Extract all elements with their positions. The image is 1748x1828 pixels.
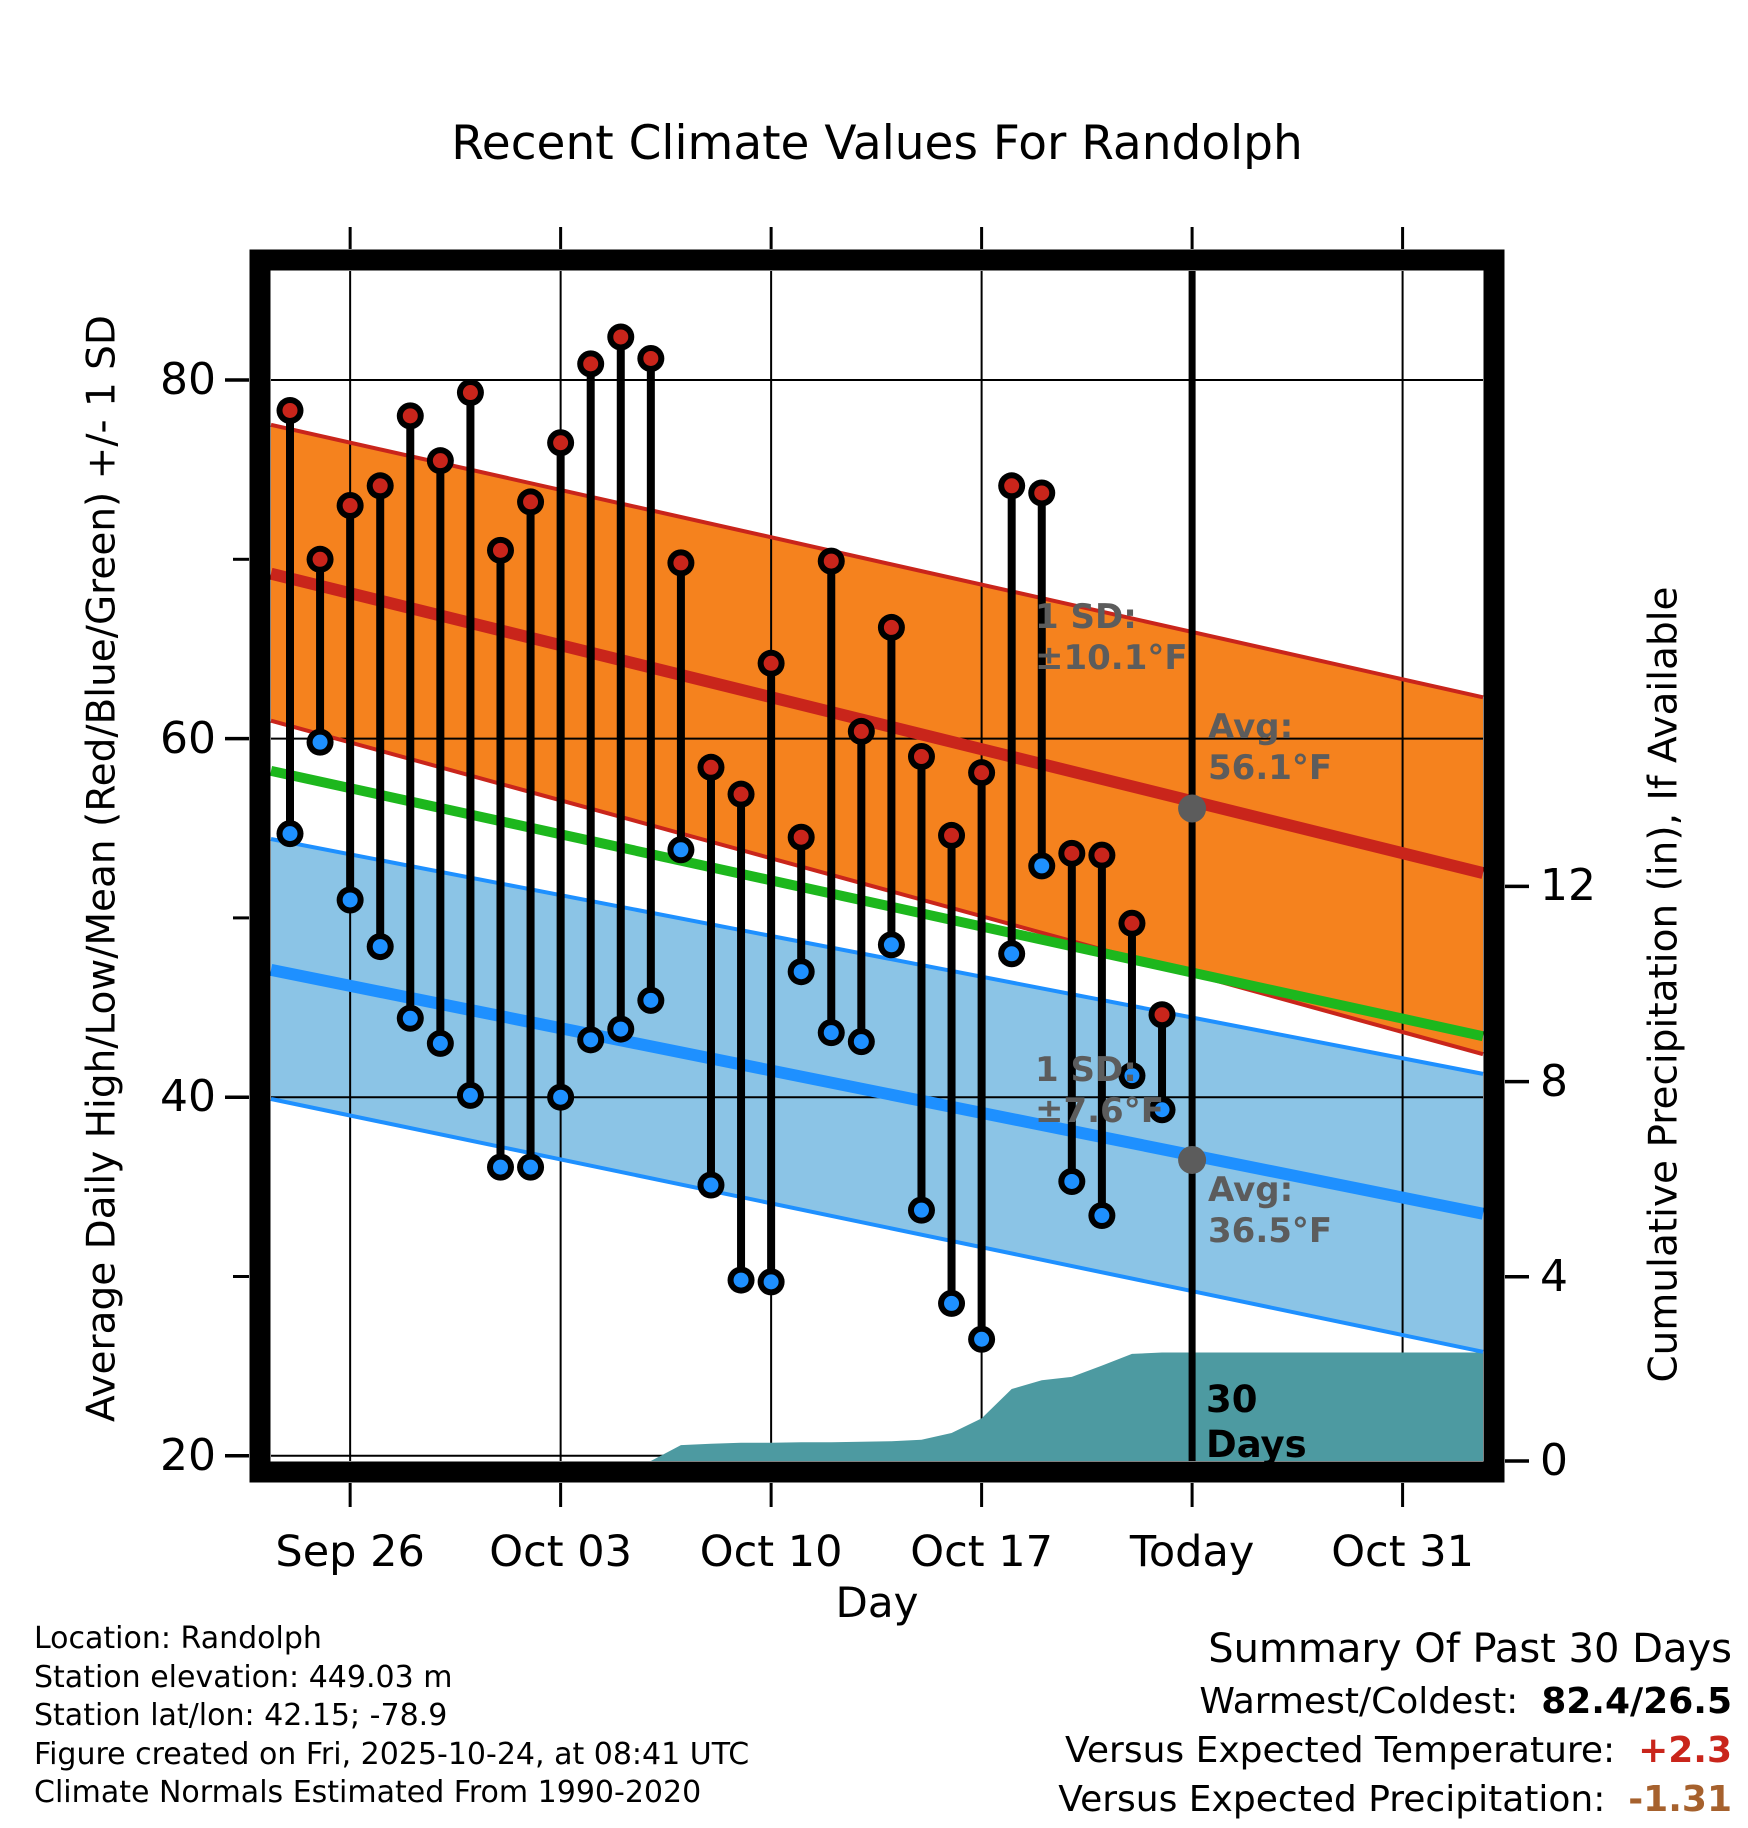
day-stem-Sep-26: [336, 492, 364, 914]
x-tick-label-Oct-10: Oct 10: [699, 1527, 843, 1577]
left-y-axis-title: Average Daily High/Low/Mean (Red/Blue/Gr…: [79, 315, 125, 1422]
right-tick-label-12: 12: [1540, 860, 1596, 912]
left-tick-label-20: 20: [160, 1429, 216, 1481]
period-label-line2: Days: [1206, 1423, 1307, 1466]
high-avg-label-line1: Avg:: [1208, 707, 1293, 747]
plot-frame: [249, 249, 1505, 1483]
station-info-block: Location: Randolph Station elevation: 44…: [34, 1620, 749, 1813]
day-stem-Oct-07: [667, 549, 695, 864]
x-tick-label-Oct-17: Oct 17: [910, 1527, 1053, 1577]
day-stem-Oct-12: [817, 547, 845, 1047]
day-stem-Oct-19: [1028, 479, 1056, 880]
day-stem-Oct-04: [577, 350, 605, 1054]
chart-title: Recent Climate Values For Randolph: [451, 116, 1303, 171]
day-stem-Oct-18: [998, 472, 1026, 968]
station-latlon: Station lat/lon: 42.15; -78.9: [34, 1698, 448, 1733]
day-stem-Oct-03: [547, 429, 575, 1111]
warmest-coldest-label: Warmest/Coldest:: [1199, 1681, 1519, 1722]
day-stem-Oct-13: [847, 717, 875, 1056]
day-stem-Sep-29: [426, 447, 454, 1057]
summary-block: Summary Of Past 30 Days Warmest/Coldest:…: [1058, 1626, 1732, 1828]
day-stem-Oct-15: [907, 743, 935, 1224]
vs-precip-value: -1.31: [1628, 1779, 1732, 1820]
summary-title: Summary Of Past 30 Days: [1208, 1626, 1732, 1672]
day-stem-Oct-23: [1148, 1001, 1176, 1124]
low-sd-label-line1: 1 SD:: [1035, 1050, 1137, 1090]
summary-warmest-coldest: Warmest/Coldest: 82.4/26.5: [1058, 1681, 1732, 1722]
left-tick-label-40: 40: [160, 1071, 216, 1123]
day-stem-Sep-30: [456, 379, 484, 1109]
x-axis-title: Day: [835, 1578, 919, 1627]
x-tick-label-Oct-31: Oct 31: [1331, 1527, 1474, 1577]
high-avg-marker: [1178, 794, 1207, 823]
x-tick-label-Sep-26: Sep 26: [275, 1527, 425, 1577]
left-tick-label-60: 60: [160, 712, 216, 764]
day-stem-Oct-06: [637, 344, 665, 1014]
station-elevation: Station elevation: 449.03 m: [34, 1659, 453, 1695]
warmest-coldest-value: 82.4/26.5: [1541, 1681, 1732, 1722]
day-stem-Sep-25: [306, 545, 334, 756]
day-stem-Oct-17: [968, 759, 996, 1353]
day-stem-Sep-24: [276, 396, 304, 848]
day-stem-Oct-22: [1118, 909, 1146, 1090]
day-stem-Oct-05: [607, 323, 635, 1043]
day-stem-Oct-20: [1058, 839, 1086, 1195]
climate-normals-note: Climate Normals Estimated From 1990-2020: [34, 1775, 702, 1810]
vs-precip-label: Versus Expected Precipitation:: [1058, 1779, 1606, 1820]
high-sd-label-line1: 1 SD:: [1035, 597, 1137, 637]
day-stem-Oct-08: [697, 753, 725, 1199]
day-stem-Oct-16: [938, 821, 966, 1317]
summary-vs-temperature: Versus Expected Temperature: +2.3: [1058, 1730, 1732, 1771]
day-stem-Oct-14: [877, 613, 905, 959]
vs-temp-label: Versus Expected Temperature:: [1065, 1730, 1616, 1771]
low-avg-marker: [1178, 1145, 1207, 1174]
vs-temp-value: +2.3: [1638, 1730, 1732, 1771]
day-stem-Oct-21: [1088, 841, 1116, 1230]
low-avg-label-line1: Avg:: [1208, 1170, 1293, 1210]
station-location: Location: Randolph: [34, 1621, 322, 1656]
high-sd-label-line2: ±10.1°F: [1035, 638, 1188, 678]
period-label-line1: 30: [1206, 1378, 1258, 1421]
day-stem-Sep-27: [366, 472, 394, 961]
day-stem-Oct-11: [787, 823, 815, 986]
x-tick-label-Oct-03: Oct 03: [489, 1527, 632, 1577]
right-tick-label-0: 0: [1540, 1435, 1568, 1486]
summary-vs-precipitation: Versus Expected Precipitation: -1.31: [1058, 1779, 1732, 1820]
right-tick-label-8: 8: [1540, 1055, 1568, 1107]
cumulative-precip-area: [271, 1352, 1483, 1461]
day-stem-Oct-02: [517, 488, 545, 1181]
x-tick-label-Today: Today: [1129, 1527, 1255, 1577]
day-stem-Oct-09: [727, 780, 755, 1294]
low-band-lower-edge: [270, 1097, 1484, 1354]
high-avg-label-line2: 56.1°F: [1208, 748, 1332, 788]
low-sd-label-line2: ±7.6°F: [1035, 1091, 1164, 1131]
day-stem-Oct-01: [486, 536, 514, 1181]
day-stem-Oct-10: [757, 649, 785, 1296]
right-tick-label-4: 4: [1540, 1250, 1568, 1302]
low-avg-label-line2: 36.5°F: [1208, 1211, 1332, 1251]
day-stem-Sep-28: [396, 402, 424, 1032]
left-tick-label-80: 80: [160, 354, 216, 405]
figure-created: Figure created on Fri, 2025-10-24, at 08…: [34, 1736, 750, 1772]
